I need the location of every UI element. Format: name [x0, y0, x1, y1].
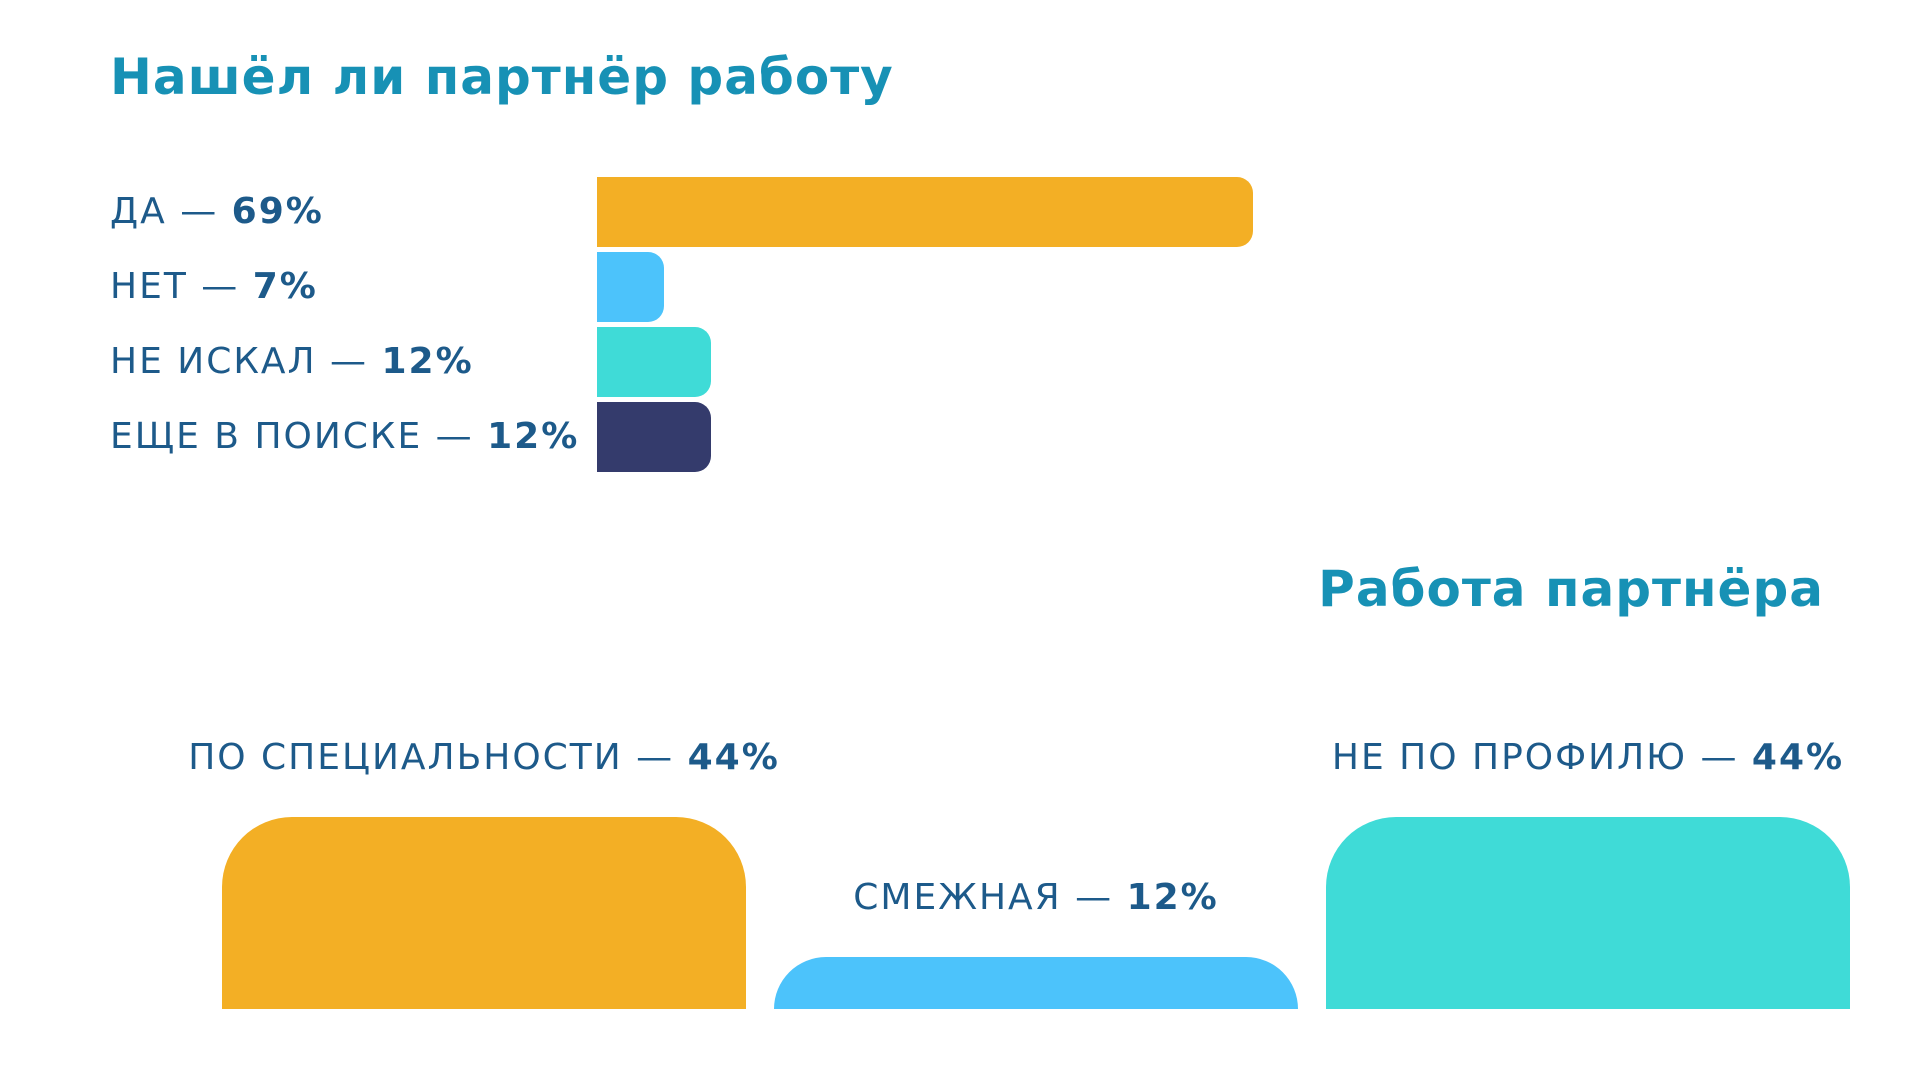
bar: [597, 177, 1253, 247]
bar-label: НЕТ — 7%: [110, 266, 318, 307]
bar-category-label: НЕТ: [110, 266, 188, 307]
bar: [597, 402, 711, 472]
bar-value-label: 12%: [487, 416, 580, 457]
partner-job-chart-title: Работа партнёра: [1318, 560, 1824, 618]
column-category-label: СМЕЖНАЯ: [853, 877, 1062, 918]
bar-value-label: 69%: [231, 191, 324, 232]
column-label: НЕ ПО ПРОФИЛЮ — 44%: [1331, 737, 1845, 778]
bar: [597, 252, 664, 322]
column-bar: [774, 957, 1298, 1009]
bar-label: ДА — 69%: [110, 191, 324, 232]
column-bar: [1326, 817, 1850, 1009]
column-label: ПО СПЕЦИАЛЬНОСТИ — 44%: [188, 737, 780, 778]
bar-category-label: ДА: [110, 191, 167, 232]
column-category-label: ПО СПЕЦИАЛЬНОСТИ: [188, 737, 623, 778]
column-value-label: 12%: [1126, 877, 1219, 918]
bar-value-label: 7%: [252, 266, 318, 307]
column-value-label: 44%: [1751, 737, 1845, 778]
bar-category-label: ЕЩЕ В ПОИСКЕ: [110, 416, 423, 457]
column-value-label: 44%: [687, 737, 780, 778]
bar: [597, 327, 711, 397]
bar-label: НЕ ИСКАЛ — 12%: [110, 341, 474, 382]
bar-category-label: НЕ ИСКАЛ: [110, 341, 317, 382]
column-category-label: НЕ ПО ПРОФИЛЮ: [1331, 737, 1688, 778]
column-label: СМЕЖНАЯ — 12%: [853, 877, 1219, 918]
column-bar: [222, 817, 746, 1009]
job-found-chart-title: Нашёл ли партнёр работу: [110, 48, 894, 106]
bar-label: ЕЩЕ В ПОИСКЕ — 12%: [110, 416, 580, 457]
bar-value-label: 12%: [381, 341, 474, 382]
